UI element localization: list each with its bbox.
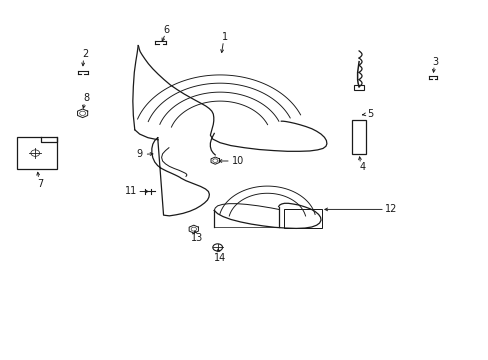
Text: 5: 5: [366, 109, 373, 120]
Circle shape: [212, 159, 217, 162]
Text: 7: 7: [37, 179, 43, 189]
Circle shape: [212, 244, 222, 251]
FancyBboxPatch shape: [17, 137, 57, 169]
Bar: [284, 209, 321, 228]
Text: 1: 1: [222, 32, 227, 42]
Text: 8: 8: [83, 93, 89, 103]
Circle shape: [191, 227, 196, 231]
Text: 3: 3: [432, 57, 438, 67]
Text: 11: 11: [125, 186, 137, 197]
Text: 14: 14: [213, 253, 225, 263]
Text: 6: 6: [163, 25, 169, 35]
Text: 13: 13: [190, 233, 203, 243]
Text: 2: 2: [82, 49, 88, 59]
Text: 9: 9: [136, 149, 142, 159]
Circle shape: [80, 111, 85, 116]
Text: 4: 4: [359, 162, 365, 172]
FancyBboxPatch shape: [351, 120, 366, 154]
Text: 12: 12: [384, 204, 396, 215]
Text: 10: 10: [232, 156, 244, 166]
FancyBboxPatch shape: [353, 85, 364, 90]
Circle shape: [31, 150, 40, 156]
